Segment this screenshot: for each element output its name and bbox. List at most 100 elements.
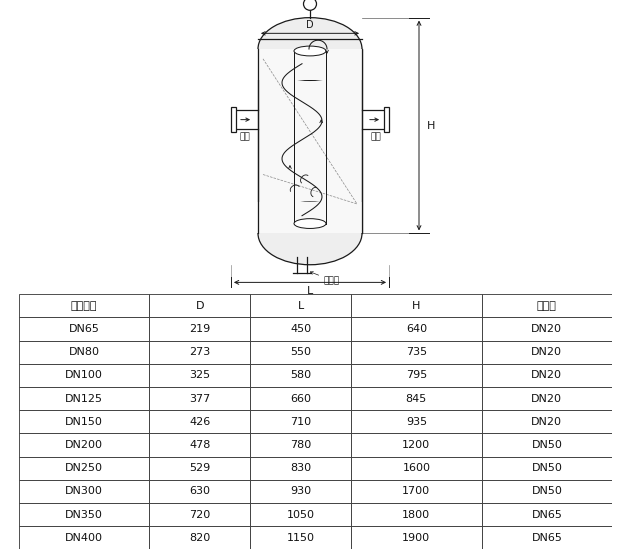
Text: 820: 820 [189,533,211,543]
Text: DN20: DN20 [531,347,562,357]
Bar [351,364,481,387]
Bar [481,410,612,433]
Bar [251,433,351,457]
Text: 580: 580 [290,370,311,380]
Text: 219: 219 [189,324,211,334]
Bar [19,433,150,457]
Text: DN100: DN100 [65,370,103,380]
Bar [481,526,612,549]
Ellipse shape [258,18,362,80]
Bar [19,317,150,341]
Text: 550: 550 [290,347,311,357]
Bar [251,387,351,410]
Text: H: H [427,120,435,130]
Bar [257,49,363,80]
Text: DN50: DN50 [531,463,562,473]
Text: DN20: DN20 [531,393,562,403]
Text: DN350: DN350 [65,509,103,519]
Text: 排水口: 排水口 [310,271,340,285]
Circle shape [304,0,317,11]
Text: DN50: DN50 [531,440,562,450]
Bar [251,317,351,341]
Bar [351,341,481,364]
Bar [351,457,481,480]
Text: 1150: 1150 [286,533,315,543]
Text: DN250: DN250 [65,463,103,473]
Text: 795: 795 [406,370,427,380]
Text: 1600: 1600 [403,463,430,473]
Bar [150,457,251,480]
Bar [481,503,612,526]
Bar [481,317,612,341]
Bar [19,526,150,549]
Bar [150,480,251,503]
Text: 1200: 1200 [403,440,430,450]
Bar [19,341,150,364]
Bar [481,364,612,387]
Text: 930: 930 [290,486,311,496]
Text: 273: 273 [189,347,211,357]
Bar [19,480,150,503]
Text: DN125: DN125 [65,393,103,403]
Bar [150,364,251,387]
Bar [351,294,481,317]
Text: DN300: DN300 [65,486,103,496]
Bar [351,387,481,410]
Bar [351,526,481,549]
Text: D: D [306,21,314,31]
Bar [19,457,150,480]
Text: 出口: 出口 [370,133,381,142]
Ellipse shape [294,219,326,229]
Ellipse shape [294,46,326,56]
Text: 935: 935 [406,417,427,427]
Bar [481,433,612,457]
Text: DN80: DN80 [69,347,100,357]
Bar [150,503,251,526]
Bar [251,503,351,526]
Text: 排水口: 排水口 [537,301,557,311]
Text: 720: 720 [189,509,211,519]
Text: 325: 325 [189,370,210,380]
Text: DN20: DN20 [531,324,562,334]
Bar [251,294,351,317]
Text: 规格型号: 规格型号 [71,301,97,311]
Bar [19,364,150,387]
Text: DN50: DN50 [531,486,562,496]
Text: 630: 630 [189,486,210,496]
Text: 377: 377 [189,393,211,403]
Bar [481,294,612,317]
Text: 735: 735 [406,347,427,357]
Bar [258,49,362,233]
Bar [481,341,612,364]
Text: 780: 780 [290,440,311,450]
Text: 478: 478 [189,440,211,450]
Bar [19,387,150,410]
Bar [384,107,389,133]
Text: 426: 426 [189,417,211,427]
Text: H: H [412,301,420,311]
Bar [481,457,612,480]
Bar [481,480,612,503]
Bar [150,433,251,457]
Bar [150,317,251,341]
Bar [251,410,351,433]
Bar [251,457,351,480]
Bar [251,341,351,364]
Bar [251,526,351,549]
Bar [351,480,481,503]
Bar [251,480,351,503]
Text: 830: 830 [290,463,311,473]
Bar [150,387,251,410]
Text: 450: 450 [290,324,311,334]
Bar [150,410,251,433]
Bar [351,317,481,341]
Bar [351,410,481,433]
Text: 进口: 进口 [239,133,250,142]
Text: DN65: DN65 [531,509,562,519]
Text: DN150: DN150 [65,417,103,427]
Text: DN200: DN200 [65,440,103,450]
Bar [231,107,236,133]
Text: DN65: DN65 [531,533,562,543]
Bar [351,433,481,457]
Text: L: L [298,301,304,311]
